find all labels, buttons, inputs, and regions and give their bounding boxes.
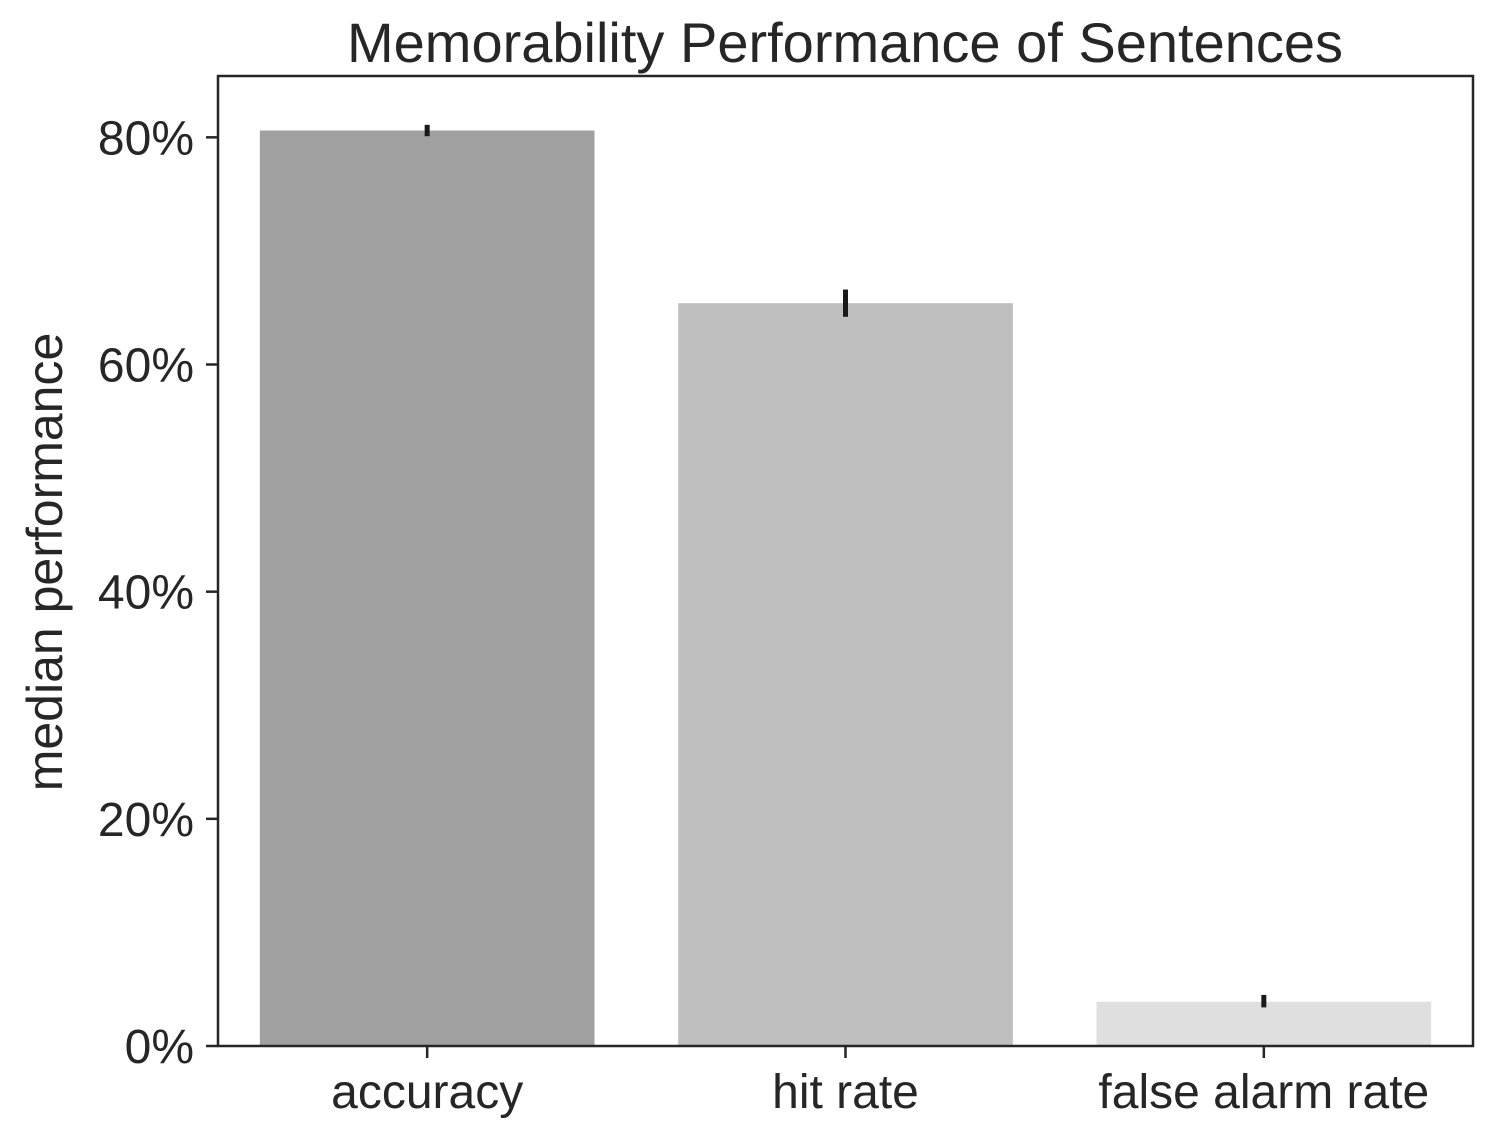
y-tick-label: 0% (125, 1021, 194, 1074)
y-tick-label: 20% (98, 794, 194, 847)
x-tick-label: false alarm rate (1098, 1066, 1429, 1119)
x-tick-label: accuracy (331, 1066, 523, 1119)
y-tick-label: 60% (98, 340, 194, 393)
bar-hit-rate (678, 303, 1013, 1047)
bars (259, 130, 1432, 1047)
y-tick-label: 40% (98, 567, 194, 620)
error-bars (424, 124, 1267, 1008)
chart-title: Memorability Performance of Sentences (347, 11, 1343, 74)
bar-accuracy (259, 130, 595, 1047)
x-tick-label: hit rate (772, 1066, 919, 1119)
bar-false-alarm-rate (1096, 1001, 1432, 1046)
x-axis-ticks: accuracy hit rate false alarm rate (331, 1046, 1429, 1119)
y-tick-label: 80% (98, 112, 194, 165)
y-axis-ticks: 0% 20% 40% 60% 80% (98, 112, 218, 1074)
y-axis-label: median performance (17, 333, 73, 792)
